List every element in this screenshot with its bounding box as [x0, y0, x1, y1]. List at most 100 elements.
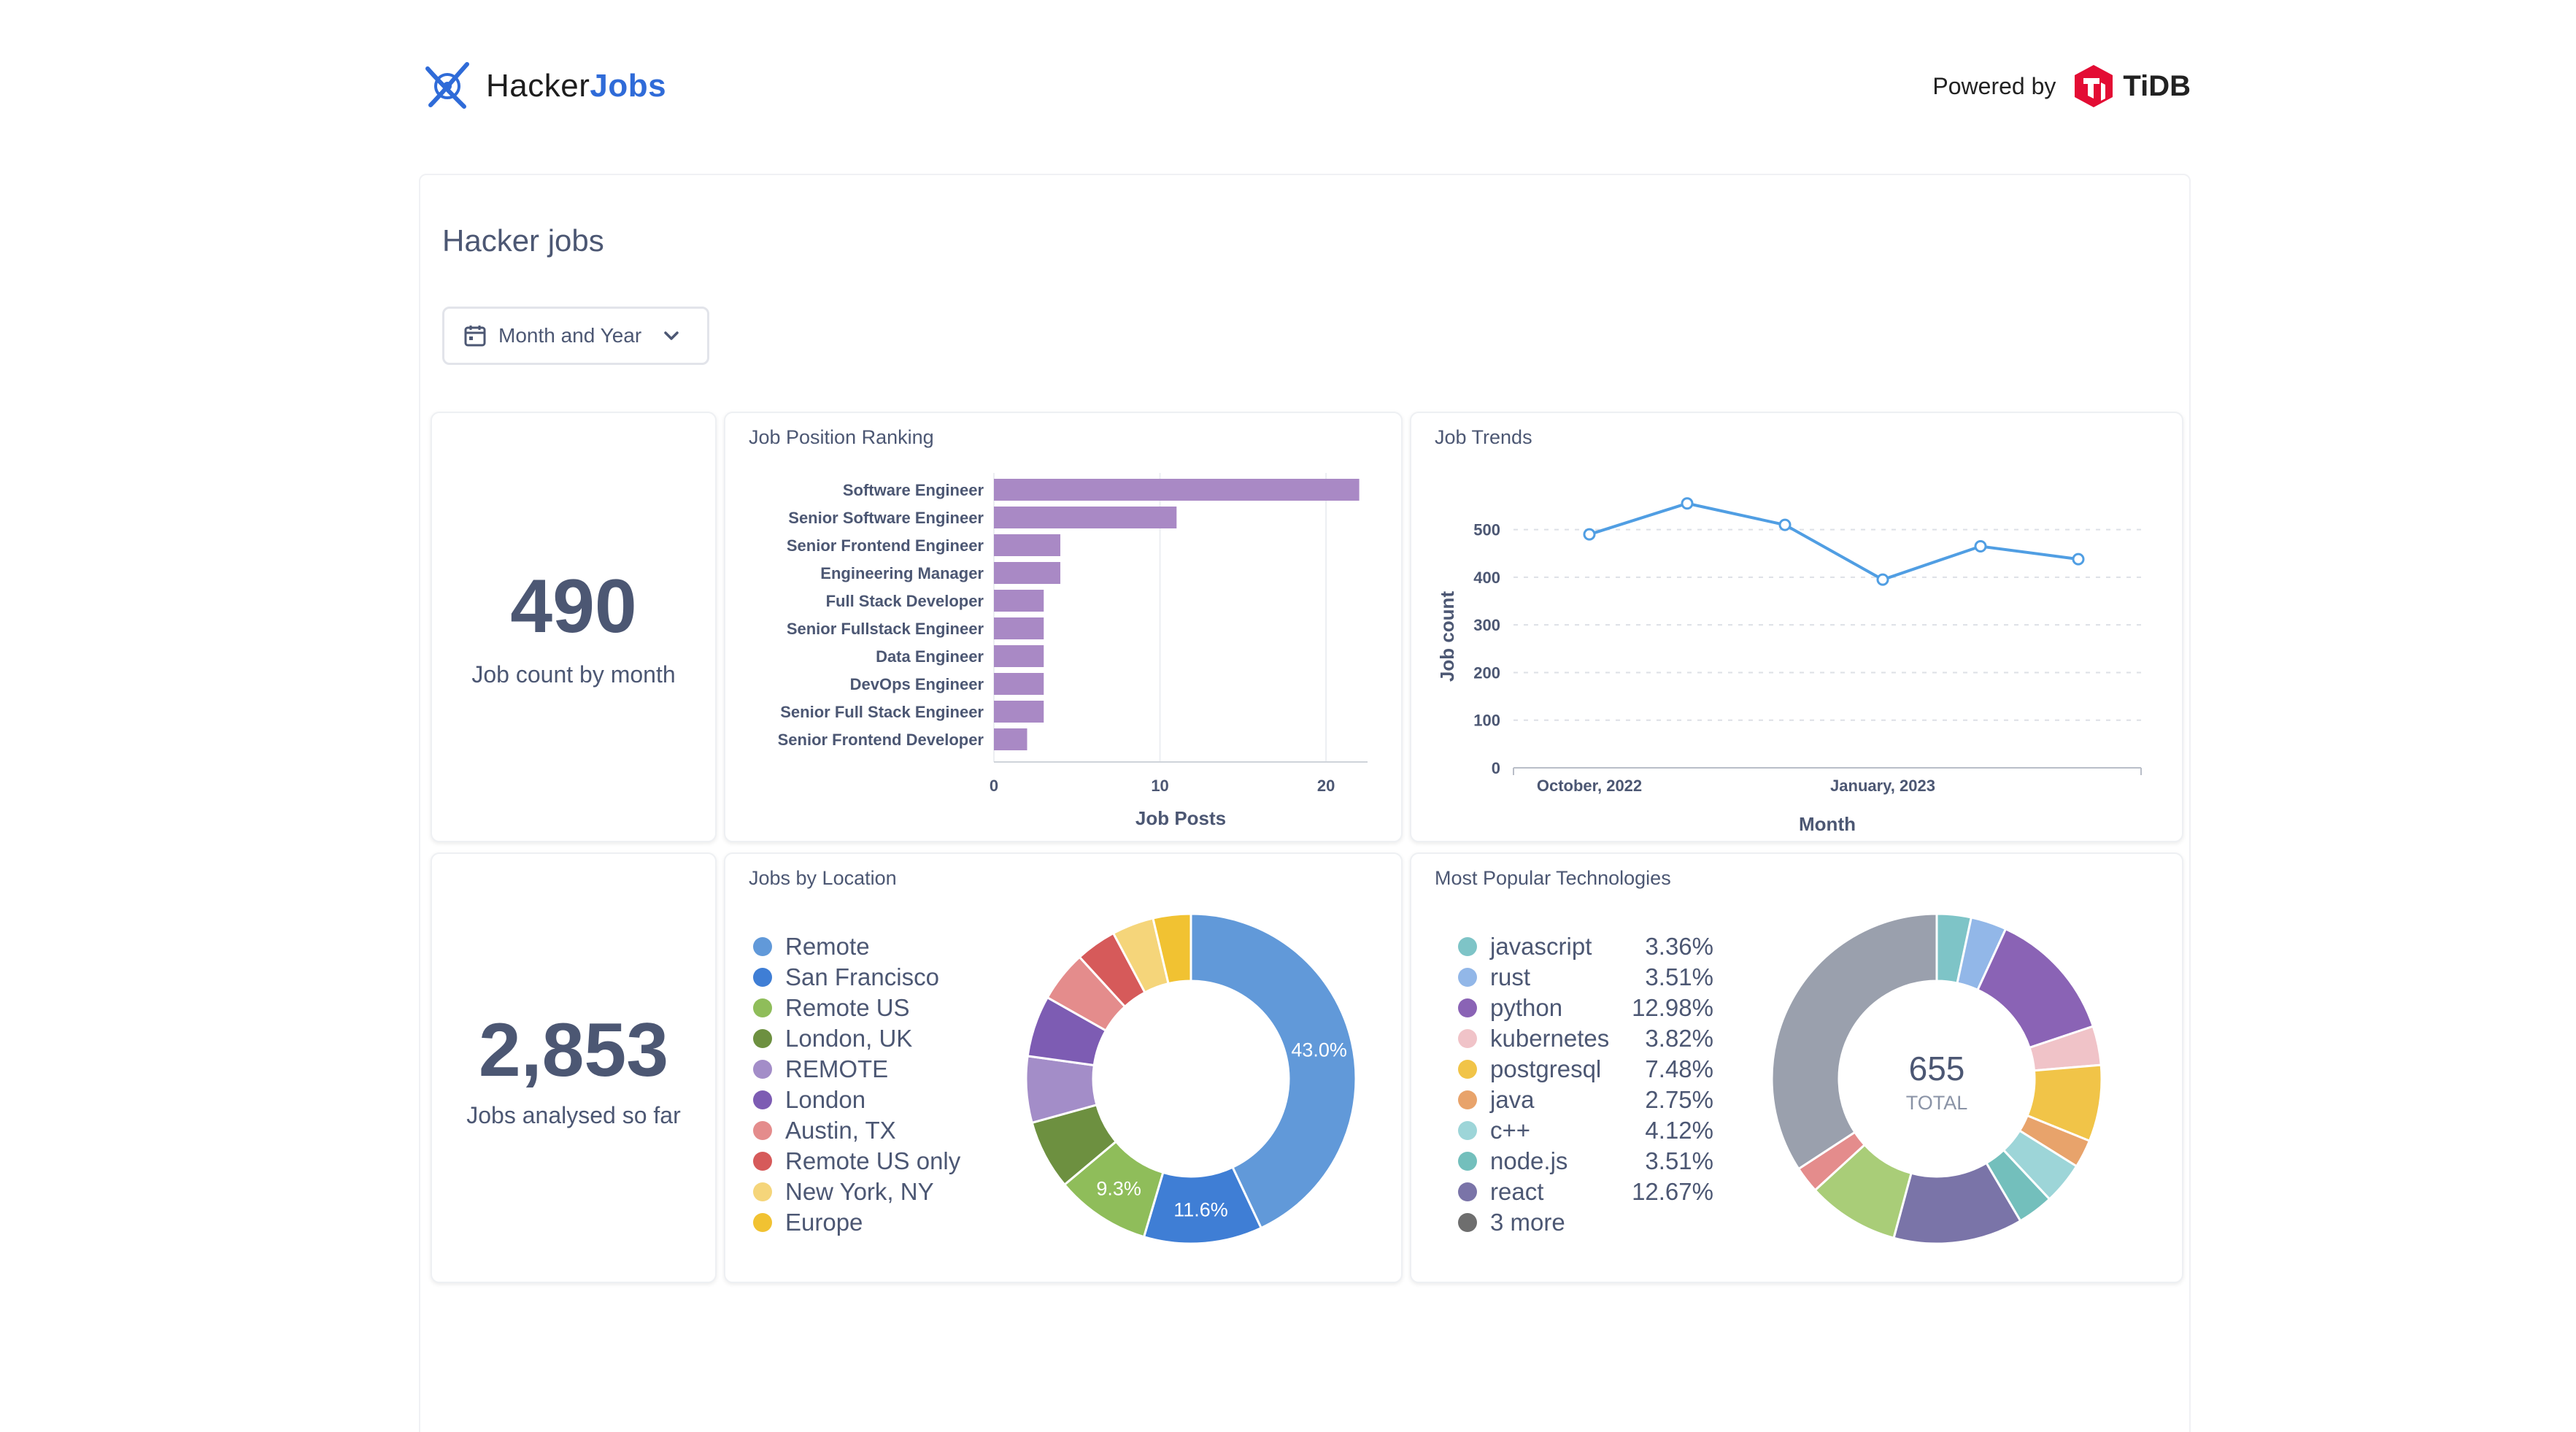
calendar-icon: [464, 326, 486, 347]
legend-label: rust: [1490, 963, 1531, 990]
legend-label: Europe: [785, 1209, 863, 1236]
location-slice: [1189, 912, 1357, 1230]
legend-item[interactable]: Remote US: [753, 993, 994, 1023]
location-slice-label: 9.3%: [1096, 1177, 1141, 1199]
legend-item[interactable]: San Francisco: [753, 962, 994, 993]
bar: [994, 645, 1044, 667]
legend-label: San Francisco: [785, 963, 939, 990]
legend-item[interactable]: Remote: [753, 931, 994, 962]
jobs-analysed-label: Jobs analysed so far: [466, 1102, 681, 1128]
legend-item[interactable]: Remote US only: [753, 1146, 994, 1177]
bar-x-axis-title: Job Posts: [1135, 807, 1226, 829]
location-legend: Remote San Francisco Remote US London, UK RE…: [753, 931, 994, 1238]
tidb-logo-icon: [2075, 65, 2113, 107]
job-position-ranking-card[interactable]: Job Position Ranking 0 10 20 Software Engin…: [724, 412, 1403, 842]
ranking-title: Job Position Ranking: [749, 426, 934, 448]
location-slice-label: 11.6%: [1173, 1198, 1228, 1220]
bar: [994, 617, 1044, 639]
bar-category-label: Senior Full Stack Engineer: [780, 703, 984, 721]
top-bar: HackerJobs Powered by TiDB: [422, 55, 2191, 117]
legend-label: London, UK: [785, 1025, 913, 1052]
bar-category-label: DevOps Engineer: [850, 675, 984, 693]
bar-category-label: Full Stack Developer: [826, 592, 984, 610]
job-trends-card[interactable]: Job Trends 0 100 200 300 400 500 October, 2022…: [1410, 412, 2183, 842]
technology-slice: [1770, 912, 1938, 1171]
legend-item[interactable]: python 12.98%: [1458, 993, 1713, 1023]
legend-item[interactable]: London: [753, 1085, 994, 1115]
legend-percent: 12.98%: [1632, 994, 1713, 1021]
legend-percent: 12.67%: [1632, 1178, 1713, 1205]
legend-item[interactable]: java 2.75%: [1458, 1085, 1713, 1115]
line-x-tick-label: January, 2023: [1830, 777, 1935, 795]
legend-dot: [1458, 968, 1477, 987]
legend-item[interactable]: 3 more: [1458, 1207, 1713, 1238]
legend-dot: [1458, 1060, 1477, 1079]
legend-item[interactable]: REMOTE: [753, 1054, 994, 1085]
line-y-tick-label: 500: [1473, 521, 1500, 539]
legend-dot: [753, 968, 772, 987]
legend-dot: [753, 1090, 772, 1109]
legend-label: node.js: [1490, 1147, 1568, 1174]
bar: [994, 479, 1360, 501]
popular-technologies-card[interactable]: Most Popular Technologies javascript 3.36…: [1410, 852, 2183, 1283]
bar-x-tick-label: 20: [1317, 777, 1335, 795]
location-donut-chart: 43.0% 11.6% 9.3%: [1025, 912, 1357, 1245]
trends-title: Job Trends: [1435, 426, 1532, 448]
legend-percent: 3.51%: [1645, 1147, 1713, 1174]
legend-label: java: [1490, 1086, 1535, 1113]
legend-percent: 3.82%: [1645, 1025, 1713, 1052]
legend-label: kubernetes: [1490, 1025, 1610, 1052]
technology-legend: javascript 3.36% rust 3.51% python 12.98% kube…: [1458, 931, 1713, 1238]
technology-donut-chart: 655 TOTAL: [1770, 912, 2103, 1245]
job-position-bar-chart: 0 10 20 Software Engineer Senior Software En…: [778, 473, 1368, 829]
legend-label: python: [1490, 994, 1563, 1021]
legend-dot: [753, 998, 772, 1017]
job-trends-line-chart: 0 100 200 300 400 500 October, 2022 January, 20…: [1436, 497, 2142, 835]
brand-logo[interactable]: HackerJobs: [422, 55, 666, 117]
line-y-axis-title: Job count: [1436, 591, 1458, 682]
bar-category-label: Data Engineer: [876, 647, 984, 666]
legend-dot: [1458, 1121, 1477, 1140]
legend-dot: [1458, 998, 1477, 1017]
legend-label: javascript: [1490, 933, 1592, 960]
legend-item[interactable]: Europe: [753, 1207, 994, 1238]
legend-percent: 3.51%: [1645, 963, 1713, 990]
legend-item[interactable]: javascript 3.36%: [1458, 931, 1713, 962]
line-y-tick-label: 300: [1473, 616, 1500, 634]
legend-label: Remote US: [785, 994, 910, 1021]
legend-dot: [1458, 1029, 1477, 1048]
line-y-tick-label: 200: [1473, 663, 1500, 682]
filter-label: Month and Year: [498, 324, 642, 347]
bar-category-label: Engineering Manager: [820, 564, 984, 582]
powered-by[interactable]: Powered by TiDB: [1932, 55, 2191, 117]
legend-item[interactable]: postgresql 7.48%: [1458, 1054, 1713, 1085]
line-y-tick-label: 100: [1473, 712, 1500, 730]
legend-dot: [753, 1060, 772, 1079]
dashboard-title: Hacker jobs: [442, 223, 604, 258]
line-y-tick-label: 400: [1473, 569, 1500, 587]
month-year-filter[interactable]: Month and Year: [442, 307, 709, 365]
job-count-card[interactable]: 490 Job count by month: [431, 412, 717, 842]
legend-label: postgresql: [1490, 1055, 1602, 1082]
legend-label: Remote: [785, 933, 870, 960]
legend-item[interactable]: New York, NY: [753, 1177, 994, 1207]
job-trend-point: [1974, 539, 1987, 553]
legend-item[interactable]: rust 3.51%: [1458, 962, 1713, 993]
legend-item[interactable]: node.js 3.51%: [1458, 1146, 1713, 1177]
bar-x-tick-label: 10: [1151, 777, 1168, 795]
legend-item[interactable]: London, UK: [753, 1023, 994, 1054]
location-slice: [1152, 912, 1192, 985]
legend-label: react: [1490, 1178, 1544, 1205]
powered-by-label: Powered by: [1932, 72, 2056, 99]
jobs-by-location-card[interactable]: Jobs by Location Remote San Francisco Remo…: [724, 852, 1403, 1283]
legend-item[interactable]: Austin, TX: [753, 1115, 994, 1146]
legend-label: Remote US only: [785, 1147, 961, 1174]
job-trend-point: [1583, 528, 1596, 541]
legend-item[interactable]: react 12.67%: [1458, 1177, 1713, 1207]
technology-total-label: TOTAL: [1906, 1092, 1968, 1114]
bar-category-label: Senior Frontend Developer: [778, 731, 984, 749]
jobs-analysed-card[interactable]: 2,853 Jobs analysed so far: [431, 852, 717, 1283]
legend-item[interactable]: c++ 4.12%: [1458, 1115, 1713, 1146]
legend-item[interactable]: kubernetes 3.82%: [1458, 1023, 1713, 1054]
legend-dot: [753, 937, 772, 956]
